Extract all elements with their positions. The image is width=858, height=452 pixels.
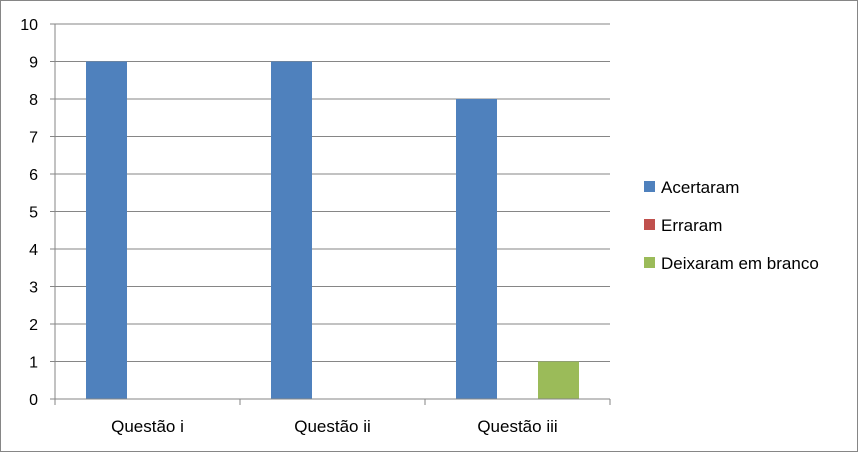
y-tick-label: 1 xyxy=(29,355,38,372)
legend-swatch xyxy=(644,181,655,192)
legend-label: Erraram xyxy=(661,216,722,235)
y-tick-label: 9 xyxy=(29,55,38,72)
x-axis-category-labels: Questão i Questão ii Questão iii xyxy=(111,417,558,436)
y-tick-label: 6 xyxy=(29,167,38,184)
y-tick-label: 5 xyxy=(29,205,38,222)
y-tick-label: 4 xyxy=(29,242,38,259)
y-tick-label: 0 xyxy=(29,392,38,409)
bar-deixaram-em-branco xyxy=(538,361,579,399)
axes xyxy=(50,23,611,405)
legend-swatch xyxy=(644,219,655,230)
bar-acertaram xyxy=(271,61,312,399)
x-category-label: Questão iii xyxy=(477,417,557,436)
legend-label: Acertaram xyxy=(661,178,739,197)
y-axis-tick-labels: 0 1 2 3 4 5 6 7 8 9 10 xyxy=(20,17,38,409)
legend-swatch xyxy=(644,257,655,268)
x-category-label: Questão i xyxy=(111,417,184,436)
bars xyxy=(86,61,579,399)
x-category-label: Questão ii xyxy=(294,417,371,436)
y-tick-label: 8 xyxy=(29,92,38,109)
bar-acertaram xyxy=(456,99,497,399)
y-tick-label: 10 xyxy=(20,17,38,34)
y-tick-label: 7 xyxy=(29,130,38,147)
y-tick-label: 3 xyxy=(29,280,38,297)
legend-label: Deixaram em branco xyxy=(661,254,819,273)
bar-acertaram xyxy=(86,61,127,399)
gridlines xyxy=(55,23,610,362)
y-tick-label: 2 xyxy=(29,317,38,334)
legend: Acertaram Erraram Deixaram em branco xyxy=(644,178,819,273)
